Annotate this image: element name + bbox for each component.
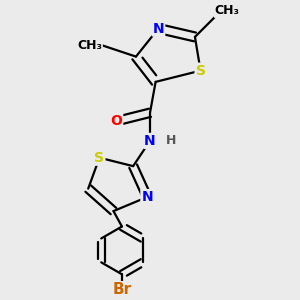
- Text: O: O: [110, 114, 122, 128]
- Text: S: S: [196, 64, 206, 78]
- Text: N: N: [153, 22, 164, 35]
- Text: S: S: [94, 151, 104, 165]
- Text: CH₃: CH₃: [214, 4, 240, 17]
- Text: N: N: [141, 190, 153, 204]
- Text: H: H: [165, 134, 176, 147]
- Text: CH₃: CH₃: [77, 39, 102, 52]
- Text: N: N: [144, 134, 156, 148]
- Text: Br: Br: [112, 282, 131, 297]
